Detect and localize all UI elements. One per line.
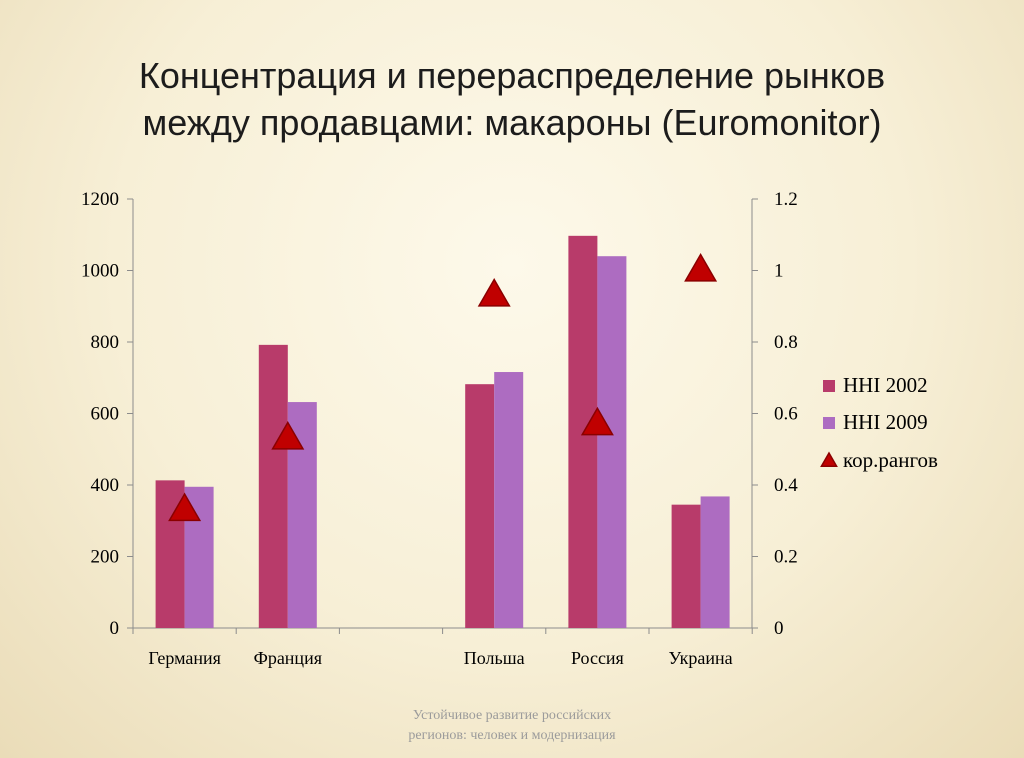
y-right-tick-label: 0.4: [774, 475, 798, 496]
slide-title-line-2: между продавцами: макароны (Euromonitor): [142, 102, 882, 143]
bar-hhi-2002: [258, 344, 288, 628]
y-left-tick-label: 1200: [81, 189, 119, 210]
x-tick-label: Германия: [148, 648, 221, 668]
y-left-tick-label: 800: [91, 332, 120, 353]
legend-swatch: [823, 380, 835, 392]
y-left-tick-label: 1000: [81, 261, 119, 282]
x-tick-label: Россия: [571, 648, 624, 668]
legend-triangle-icon: [820, 451, 838, 467]
y-right-tick-label: 0.8: [774, 332, 798, 353]
footer-line-1: Устойчивое развитие российских: [412, 708, 612, 723]
y-left-tick-label: 600: [91, 404, 120, 425]
y-left-tick-label: 0: [110, 618, 120, 639]
x-tick-label: Украина: [669, 648, 733, 668]
marker-kor-rangov: [271, 421, 305, 450]
bar-hhi-2009: [597, 256, 627, 628]
y-right-tick-label: 1: [774, 261, 784, 282]
y-right-tick-label: 0.2: [774, 547, 798, 568]
y-right-tick-label: 0: [774, 618, 784, 639]
legend-label: HHI 2009: [843, 410, 928, 434]
marker-kor-rangov: [684, 252, 718, 282]
marker-kor-rangov: [168, 492, 202, 522]
slide-title: Концентрация и перераспределение рынков …: [20, 52, 1004, 146]
slide-title-line-1: Концентрация и перераспределение рынков: [138, 55, 886, 96]
x-tick-label: Польша: [464, 648, 525, 668]
bar-hhi-2002: [671, 504, 701, 628]
legend-label: кор.рангов: [843, 448, 938, 472]
bar-hhi-2009: [494, 372, 524, 628]
bar-hhi-2009: [700, 496, 730, 628]
bar-hhi-2002: [465, 384, 495, 628]
legend-swatch: [823, 417, 835, 429]
y-right-tick-label: 0.6: [774, 404, 798, 425]
y-left-tick-label: 200: [91, 547, 120, 568]
slide-footer: Устойчивое развитие российских регионов:…: [312, 706, 712, 746]
marker-kor-rangov: [580, 406, 614, 436]
y-left-tick-label: 400: [91, 475, 120, 496]
marker-kor-rangov: [477, 278, 511, 307]
y-right-tick-label: 1.2: [774, 189, 798, 210]
legend-label: HHI 2002: [843, 373, 928, 397]
footer-line-2: регионов: человек и модернизация: [408, 728, 616, 743]
x-tick-label: Франция: [254, 648, 322, 668]
